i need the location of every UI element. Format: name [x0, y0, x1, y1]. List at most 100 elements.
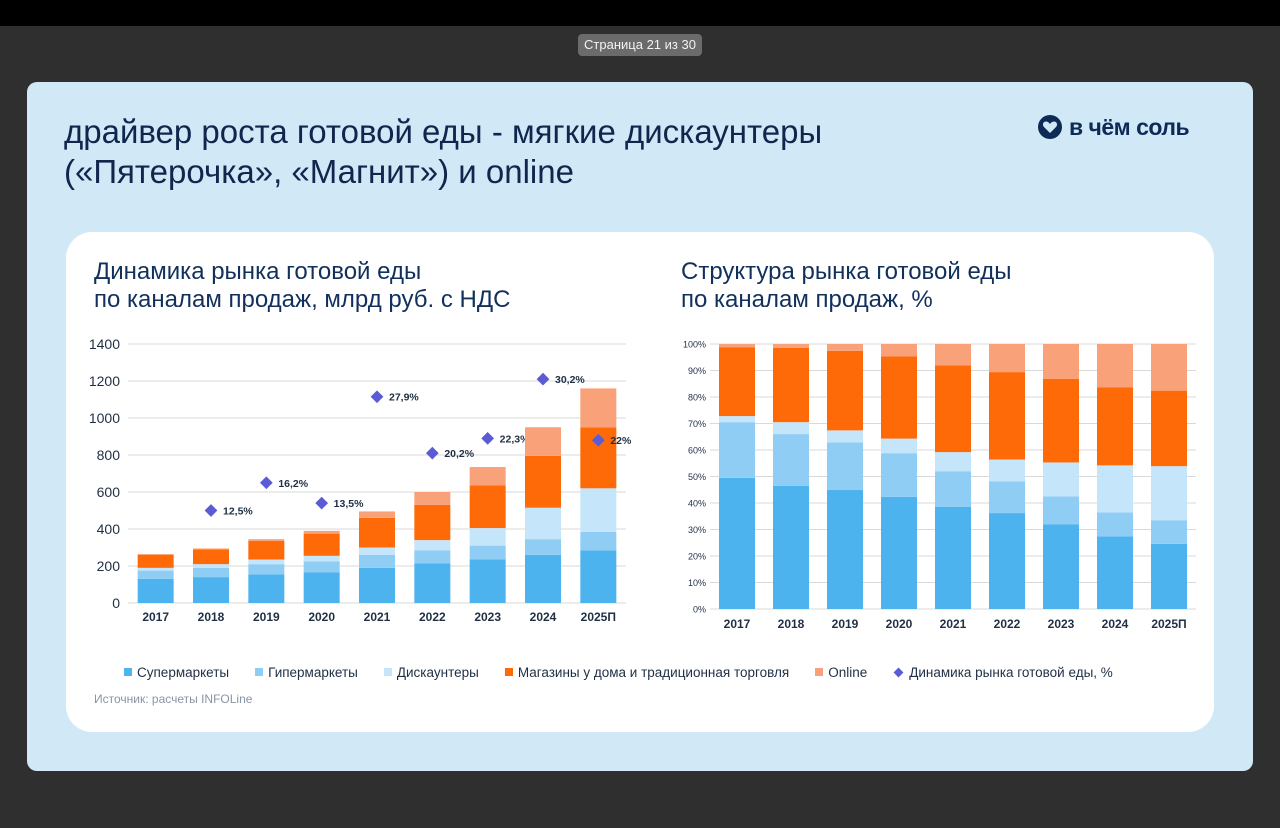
y-tick-label: 70% [688, 419, 706, 429]
bar-segment-supermarkets [248, 574, 285, 603]
bar-segment-discounters [414, 540, 451, 551]
bar-segment-online [827, 344, 863, 351]
bar-segment-discounters [137, 567, 174, 571]
bar-segment-online [359, 511, 395, 518]
x-tick-label: 2017 [142, 610, 169, 624]
bar-segment-online [881, 344, 917, 357]
y-tick-label: 1000 [89, 410, 120, 426]
x-tick-label: 2021 [364, 610, 391, 624]
bar-segment-convenience [719, 347, 755, 417]
x-tick-label: 2024 [1102, 617, 1129, 631]
bar-segment-supermarkets [580, 550, 617, 603]
bar-segment-supermarkets [525, 554, 561, 603]
y-tick-label: 100% [683, 340, 706, 350]
legend-swatch [383, 668, 392, 676]
growth-label: 16,2% [278, 478, 308, 490]
growth-label: 22% [610, 435, 632, 447]
bar-segment-hypermarkets [469, 545, 506, 560]
bar-segment-convenience [1097, 387, 1133, 466]
growth-label: 30,2% [555, 374, 585, 386]
slide-title: драйвер роста готовой еды - мягкие диска… [64, 112, 1024, 192]
x-tick-label: 2024 [530, 610, 557, 624]
bar-segment-convenience [248, 541, 285, 560]
bar-segment-hypermarkets [414, 550, 451, 564]
bar-segment-supermarkets [1151, 543, 1187, 609]
left-chart-title-line-2: по каналам продаж, млрд руб. с НДС [94, 286, 511, 313]
bar-segment-convenience [989, 372, 1025, 460]
y-tick-label: 80% [688, 393, 706, 403]
y-tick-label: 600 [97, 484, 121, 500]
bar-segment-online [248, 539, 285, 542]
x-tick-label: 2023 [474, 610, 501, 624]
bar-segment-online [137, 553, 174, 555]
bar-segment-discounters [248, 559, 285, 565]
bar-segment-supermarkets [1043, 524, 1079, 609]
bar-segment-convenience [414, 504, 451, 541]
bar-segment-supermarkets [827, 490, 863, 609]
bar-segment-convenience [1151, 390, 1187, 467]
y-tick-label: 30% [688, 525, 706, 535]
growth-marker [481, 431, 495, 445]
bar-segment-online [303, 530, 340, 534]
bar-segment-hypermarkets [137, 570, 174, 579]
charts-card: Динамика рынка готовой еды по каналам пр… [66, 232, 1214, 732]
left-chart-title-line-1: Динамика рынка готовой еды [94, 258, 422, 285]
bar-segment-supermarkets [1097, 536, 1133, 609]
bar-segment-hypermarkets [719, 422, 755, 478]
legend-item: Дискаунтеры [383, 665, 479, 680]
slide-title-line-1: драйвер роста готовой еды - мягкие диска… [64, 113, 823, 150]
bar-segment-online [414, 492, 451, 505]
bar-segment-discounters [881, 438, 917, 454]
right-chart-title: Структура рынка готовой еды по каналам п… [681, 258, 1201, 314]
market-structure-chart: 0% 10% 20% 30% 40% 50% 60% 70% 80% 90% 100% 2017 201… [683, 340, 1196, 631]
bar-segment-hypermarkets [303, 561, 340, 573]
x-tick-label: 2018 [198, 610, 225, 624]
bar-segment-discounters [827, 430, 863, 443]
growth-label: 13,5% [334, 498, 364, 510]
bar-segment-discounters [773, 422, 809, 435]
y-tick-label: 800 [97, 447, 121, 463]
bar-segment-hypermarkets [1097, 512, 1133, 537]
bar-segment-hypermarkets [359, 554, 395, 568]
bar-segment-convenience [303, 533, 340, 556]
bar-segment-online [580, 388, 617, 428]
legend-item: Магазины у дома и традиционная торговля [504, 665, 789, 680]
x-tick-label: 2022 [994, 617, 1021, 631]
bar-segment-hypermarkets [773, 434, 809, 486]
legend-swatch [504, 668, 513, 676]
bar-segment-supermarkets [137, 578, 174, 603]
y-tick-label: 10% [688, 578, 706, 588]
bar-segment-supermarkets [359, 567, 395, 603]
growth-marker [370, 390, 384, 404]
growth-marker [259, 476, 273, 490]
bar-segment-hypermarkets [935, 471, 971, 507]
bar-segment-supermarkets [881, 496, 917, 609]
bar-segment-discounters [359, 547, 395, 555]
x-tick-label: 2017 [724, 617, 751, 631]
source-note: Источник: расчеты INFOLine [94, 692, 253, 706]
legend-item: Гипермаркеты [255, 665, 358, 680]
legend-label: Online [828, 664, 868, 680]
slide-title-line-2: («Пятерочка», «Магнит») и online [64, 153, 574, 190]
bar-segment-convenience [827, 350, 863, 431]
y-tick-label: 90% [688, 366, 706, 376]
bar-segment-convenience [773, 347, 809, 423]
x-tick-label: 2018 [778, 617, 805, 631]
bar-segment-supermarkets [773, 485, 809, 609]
page-indicator: Страница 21 из 30 [578, 34, 702, 56]
heart-logo-icon [1038, 115, 1062, 139]
bar-segment-online [1097, 344, 1133, 388]
bar-segment-convenience [525, 455, 561, 508]
growth-marker [536, 372, 550, 386]
bar-segment-discounters [525, 507, 561, 540]
viewer-top-bar [0, 0, 1280, 26]
bar-segment-discounters [303, 555, 340, 562]
bar-segment-hypermarkets [1043, 496, 1079, 525]
bar-segment-online [1043, 344, 1079, 379]
bar-segment-online [773, 344, 809, 348]
bar-segment-hypermarkets [827, 442, 863, 491]
x-tick-label: 2019 [832, 617, 859, 631]
bar-segment-online [193, 548, 229, 550]
bar-segment-discounters [580, 488, 617, 532]
bar-segment-convenience [193, 549, 229, 565]
